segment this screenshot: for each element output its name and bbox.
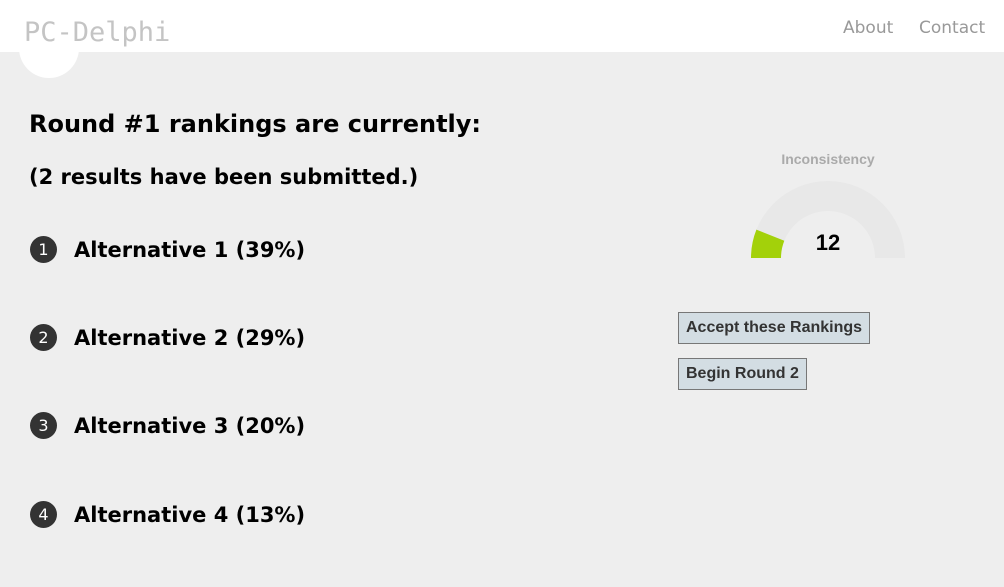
rank-badge: 2 bbox=[30, 324, 57, 351]
submission-count: (2 results have been submitted.) bbox=[29, 165, 419, 189]
accept-rankings-button[interactable]: Accept these Rankings bbox=[678, 312, 871, 344]
header bbox=[0, 0, 1004, 52]
page-title: Round #1 rankings are currently: bbox=[29, 110, 482, 138]
ranking-label: Alternative 4 (13%) bbox=[74, 502, 306, 527]
ranking-label: Alternative 1 (39%) bbox=[74, 237, 306, 262]
ranking-item: 2 Alternative 2 (29%) bbox=[30, 324, 305, 351]
ranking-item: 1 Alternative 1 (39%) bbox=[30, 236, 305, 263]
rank-badge: 4 bbox=[30, 501, 57, 528]
logo-circle bbox=[19, 18, 79, 78]
ranking-item: 4 Alternative 4 (13%) bbox=[30, 501, 305, 528]
rank-badge: 1 bbox=[30, 236, 57, 263]
gauge-fill bbox=[751, 229, 785, 258]
gauge-value: 12 bbox=[815, 230, 841, 255]
nav-contact[interactable]: Contact bbox=[919, 18, 986, 38]
gauge-track bbox=[751, 181, 905, 258]
nav-about[interactable]: About bbox=[843, 18, 894, 38]
inconsistency-gauge bbox=[751, 181, 905, 258]
ranking-label: Alternative 2 (29%) bbox=[74, 325, 306, 350]
ranking-label: Alternative 3 (20%) bbox=[74, 413, 306, 438]
rank-badge: 3 bbox=[30, 412, 57, 439]
gauge-title: Inconsistency bbox=[781, 151, 875, 167]
begin-round-button[interactable]: Begin Round 2 bbox=[678, 358, 807, 390]
logo[interactable]: PC-Delphi bbox=[24, 17, 171, 48]
ranking-item: 3 Alternative 3 (20%) bbox=[30, 412, 305, 439]
